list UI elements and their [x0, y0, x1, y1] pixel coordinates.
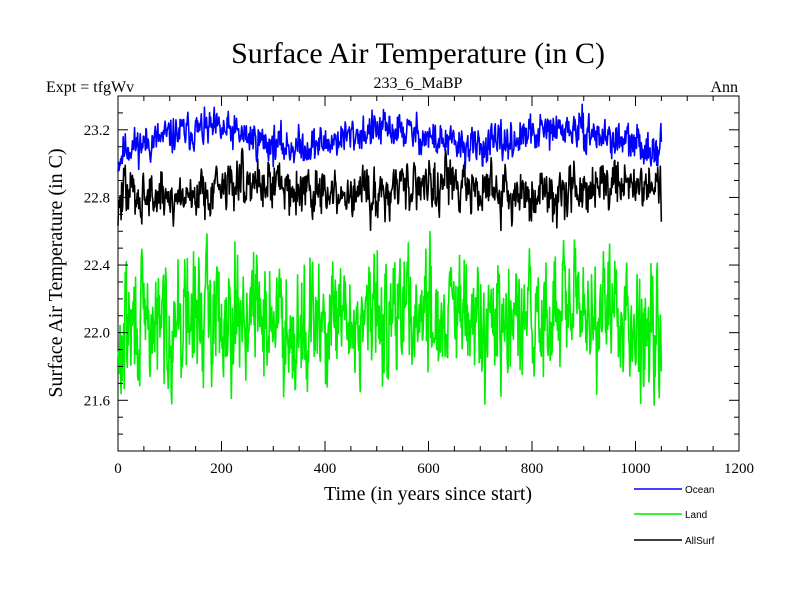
y-axis-label: Surface Air Temperature (in C) [45, 148, 67, 397]
y-tick-label: 21.6 [84, 393, 111, 409]
y-tick-label: 23.2 [84, 123, 110, 139]
y-tick-label: 22.0 [84, 326, 110, 342]
tick-layer: 0 200 400 600 800 1000 1200 21.6 22.0 22.4 22.8 23.… [84, 95, 754, 477]
legend-label-allsurf: AllSurf [685, 536, 715, 547]
y-tick-label: 22.8 [84, 190, 110, 206]
x-tick-label: 800 [521, 461, 544, 477]
season-label: Ann [710, 79, 738, 96]
x-axis-label: Time (in years since start) [324, 483, 532, 505]
x-tick-label: 1000 [621, 461, 651, 477]
chart-title: Surface Air Temperature (in C) [231, 37, 605, 70]
series-line-ocean [117, 103, 663, 173]
experiment-label: Expt = tfgWv [46, 79, 134, 96]
x-tick-label: 400 [314, 461, 337, 477]
series-layer [117, 103, 663, 407]
y-tick-label: 22.4 [84, 258, 111, 274]
x-tick-label: 200 [210, 461, 233, 477]
x-tick-label: 600 [417, 461, 440, 477]
series-line-allsurf [117, 147, 663, 232]
series-line-land [117, 230, 663, 407]
legend-label-ocean: Ocean [685, 485, 714, 496]
legend-label-land: Land [685, 510, 707, 521]
period-label: 233_6_MaBP [374, 75, 463, 92]
x-tick-label: 0 [114, 461, 122, 477]
legend: Ocean Land AllSurf [634, 485, 715, 547]
x-tick-label: 1200 [724, 461, 754, 477]
